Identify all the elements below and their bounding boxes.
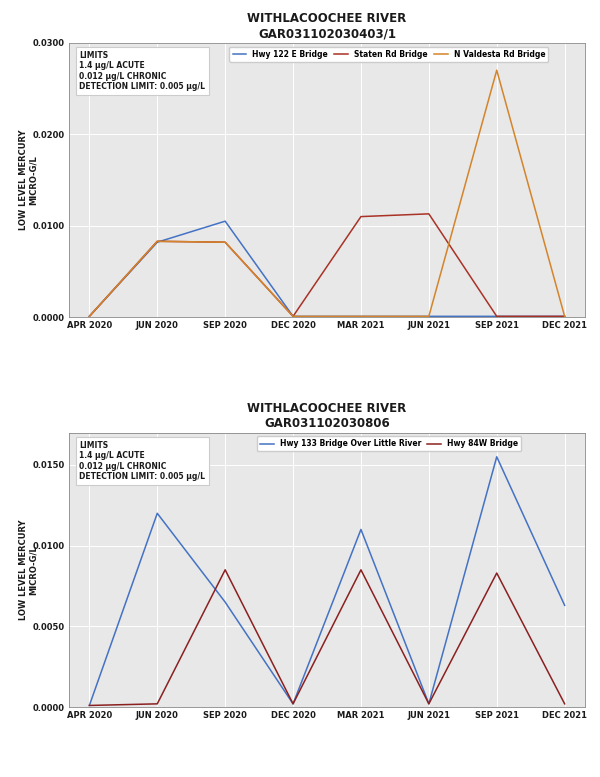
- Hwy 84W Bridge: [86, 701, 93, 710]
- Legend: Hwy 122 E Bridge, Staten Rd Bridge, N Valdesta Rd Bridge: Hwy 122 E Bridge, Staten Rd Bridge, N Va…: [229, 47, 548, 61]
- Hwy 122 E Bridge: [289, 312, 296, 321]
- Line: Hwy 133 Bridge Over Little River: Hwy 133 Bridge Over Little River: [89, 457, 565, 706]
- Line: Hwy 122 E Bridge: Hwy 122 E Bridge: [89, 221, 565, 316]
- Staten Rd Bridge: [289, 312, 296, 321]
- Hwy 133 Bridge Over Little River: [289, 699, 296, 709]
- Staten Rd Bridge: [561, 312, 568, 321]
- Hwy 133 Bridge Over Little River: [425, 699, 433, 709]
- Hwy 122 E Bridge: [561, 312, 568, 321]
- Staten Rd Bridge: [425, 209, 433, 218]
- N Valdesta Rd Bridge: [221, 238, 229, 247]
- Hwy 133 Bridge Over Little River: [358, 524, 365, 534]
- Title: WITHLACOOCHEE RIVER
GAR031102030403/1: WITHLACOOCHEE RIVER GAR031102030403/1: [247, 12, 407, 40]
- Title: WITHLACOOCHEE RIVER
GAR031102030806: WITHLACOOCHEE RIVER GAR031102030806: [247, 402, 407, 430]
- Staten Rd Bridge: [86, 312, 93, 321]
- Hwy 133 Bridge Over Little River: [86, 701, 93, 710]
- Staten Rd Bridge: [493, 312, 500, 321]
- Staten Rd Bridge: [358, 212, 365, 221]
- Hwy 84W Bridge: [358, 565, 365, 574]
- Hwy 84W Bridge: [221, 565, 229, 574]
- Hwy 122 E Bridge: [493, 312, 500, 321]
- Legend: Hwy 133 Bridge Over Little River, Hwy 84W Bridge: Hwy 133 Bridge Over Little River, Hwy 84…: [257, 437, 521, 451]
- N Valdesta Rd Bridge: [493, 65, 500, 75]
- Text: LIMITS
1.4 μg/L ACUTE
0.012 μg/L CHRONIC
DETECTION LIMIT: 0.005 μg/L: LIMITS 1.4 μg/L ACUTE 0.012 μg/L CHRONIC…: [79, 441, 205, 481]
- Text: LIMITS
1.4 μg/L ACUTE
0.012 μg/L CHRONIC
DETECTION LIMIT: 0.005 μg/L: LIMITS 1.4 μg/L ACUTE 0.012 μg/L CHRONIC…: [79, 51, 205, 91]
- Hwy 133 Bridge Over Little River: [493, 452, 500, 462]
- Hwy 133 Bridge Over Little River: [221, 598, 229, 607]
- N Valdesta Rd Bridge: [154, 237, 161, 246]
- N Valdesta Rd Bridge: [561, 312, 568, 321]
- Staten Rd Bridge: [221, 238, 229, 247]
- Hwy 133 Bridge Over Little River: [561, 601, 568, 610]
- Hwy 122 E Bridge: [86, 312, 93, 321]
- N Valdesta Rd Bridge: [425, 312, 433, 321]
- Y-axis label: LOW LEVEL MERCURY
MICRO-G/L: LOW LEVEL MERCURY MICRO-G/L: [19, 520, 38, 620]
- Line: N Valdesta Rd Bridge: N Valdesta Rd Bridge: [89, 70, 565, 316]
- Hwy 122 E Bridge: [154, 238, 161, 247]
- Y-axis label: LOW LEVEL MERCURY
MICRO-G/L: LOW LEVEL MERCURY MICRO-G/L: [19, 130, 38, 230]
- Line: Staten Rd Bridge: Staten Rd Bridge: [89, 214, 565, 316]
- Hwy 122 E Bridge: [221, 217, 229, 226]
- Hwy 84W Bridge: [425, 699, 433, 709]
- Hwy 84W Bridge: [493, 569, 500, 578]
- Hwy 133 Bridge Over Little River: [154, 509, 161, 518]
- Hwy 84W Bridge: [561, 699, 568, 709]
- Hwy 122 E Bridge: [358, 312, 365, 321]
- Hwy 84W Bridge: [289, 699, 296, 709]
- N Valdesta Rd Bridge: [358, 312, 365, 321]
- Hwy 122 E Bridge: [425, 312, 433, 321]
- Hwy 84W Bridge: [154, 699, 161, 709]
- Line: Hwy 84W Bridge: Hwy 84W Bridge: [89, 570, 565, 706]
- N Valdesta Rd Bridge: [86, 312, 93, 321]
- N Valdesta Rd Bridge: [289, 312, 296, 321]
- Staten Rd Bridge: [154, 237, 161, 246]
